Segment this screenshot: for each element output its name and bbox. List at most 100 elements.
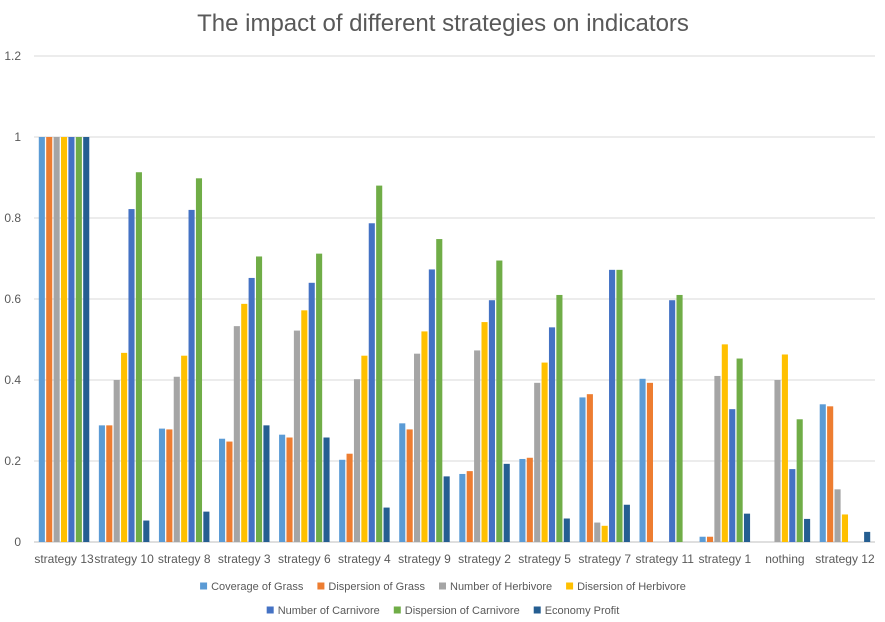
bar: [699, 536, 706, 542]
x-tick-label: strategy 9: [398, 552, 451, 566]
y-axis-ticks: 0 0.2 0.4 0.6 0.8 1 1.2: [4, 49, 21, 549]
x-tick-label: strategy 5: [518, 552, 571, 566]
bar: [233, 326, 240, 542]
bar: [796, 419, 803, 542]
x-tick-label: strategy 13: [34, 552, 94, 566]
bar: [706, 536, 714, 542]
bar: [75, 137, 82, 542]
bar: [519, 458, 526, 542]
bar: [301, 310, 308, 542]
bar: [676, 294, 683, 542]
bar: [646, 382, 653, 542]
y-tick-label: 0.4: [4, 373, 21, 387]
bar: [586, 394, 593, 542]
bar: [203, 511, 210, 542]
x-tick-label: nothing: [765, 552, 804, 566]
legend-label: Dispersion of Carnivore: [405, 605, 520, 617]
bar: [339, 459, 346, 542]
x-tick-label: strategy 3: [218, 552, 271, 566]
bar: [556, 294, 563, 542]
x-tick-label: strategy 2: [458, 552, 511, 566]
bar: [361, 355, 368, 542]
x-axis-ticks: strategy 13 strategy 10 strategy 8 strategy…: [34, 552, 875, 566]
bar: [241, 303, 248, 542]
bar: [616, 269, 623, 542]
legend-swatch: [566, 582, 574, 590]
x-tick-label: strategy 1: [698, 552, 751, 566]
bar: [488, 300, 495, 542]
bar: [188, 209, 195, 542]
bar: [503, 463, 510, 542]
bar: [68, 137, 75, 542]
bar: [60, 137, 68, 542]
bar: [279, 434, 286, 542]
bar: [736, 358, 743, 542]
bar: [46, 137, 53, 542]
bar: [743, 513, 751, 542]
x-tick-label: strategy 6: [278, 552, 331, 566]
bar: [158, 428, 166, 542]
bar: [601, 525, 608, 542]
bar: [443, 476, 450, 542]
bar: [496, 260, 503, 542]
y-tick-label: 0.8: [4, 211, 21, 225]
bar: [428, 269, 435, 542]
x-tick-label: strategy 12: [815, 552, 875, 566]
bar: [834, 489, 841, 542]
bar: [181, 355, 188, 542]
bar: [53, 137, 60, 542]
legend-label: Coverage of Grass: [211, 581, 304, 593]
bar: [121, 352, 128, 542]
bar: [368, 223, 375, 542]
bar: [781, 354, 788, 542]
bar: [83, 137, 90, 542]
bar: [219, 438, 226, 542]
bar: [353, 379, 361, 542]
bars: [38, 137, 871, 543]
bar: [256, 256, 263, 542]
bar: [548, 327, 556, 542]
legend-label: Number of Carnivore: [278, 605, 380, 617]
bar: [669, 300, 676, 542]
legend: Coverage of Grass Dispersion of Grass Numb…: [200, 581, 686, 617]
bar: [135, 172, 142, 543]
legend-label: Disersion of Herbivore: [577, 581, 686, 593]
bar: [729, 409, 736, 542]
chart-title: The impact of different strategies on in…: [197, 10, 689, 37]
bar: [383, 507, 390, 542]
bar: [106, 425, 113, 542]
bar: [421, 331, 428, 542]
legend-swatch: [317, 582, 325, 590]
bar: [459, 473, 466, 542]
legend-swatch: [439, 582, 446, 590]
bar: [263, 425, 270, 542]
bar: [143, 520, 150, 542]
y-tick-label: 0: [14, 535, 21, 549]
bar: [436, 239, 443, 542]
bar: [406, 429, 413, 542]
bar: [286, 437, 293, 542]
bar: [128, 209, 135, 542]
bar: [594, 522, 601, 542]
bar: [414, 353, 421, 542]
legend-swatch: [393, 606, 401, 614]
bar: [526, 457, 533, 542]
legend-label: Dispersion of Grass: [328, 581, 425, 593]
bar: [623, 504, 630, 542]
bar: [774, 380, 781, 542]
bar: [293, 330, 300, 542]
bar: [316, 253, 323, 542]
bar: [841, 514, 849, 542]
bar: [308, 282, 315, 542]
y-tick-label: 1: [14, 130, 21, 144]
bar: [827, 406, 834, 542]
x-tick-label: strategy 8: [158, 552, 211, 566]
x-tick-label: strategy 10: [94, 552, 154, 566]
x-tick-label: strategy 7: [578, 552, 631, 566]
bar: [474, 350, 481, 542]
bar: [376, 185, 383, 542]
bar: [639, 378, 646, 542]
bar: [38, 137, 45, 542]
bar: [721, 344, 728, 542]
